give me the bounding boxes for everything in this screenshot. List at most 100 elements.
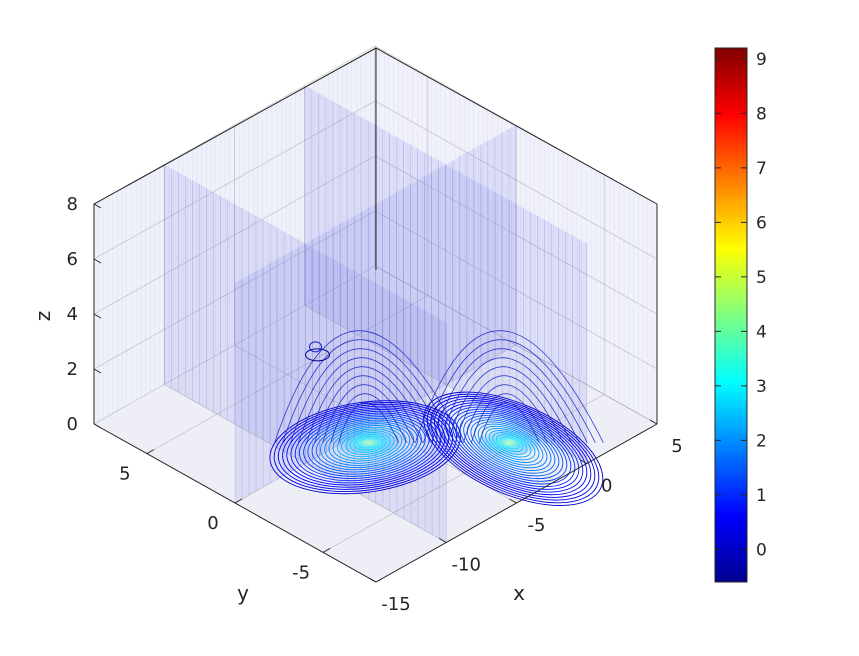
contour-line bbox=[441, 402, 584, 493]
z-tick bbox=[93, 203, 102, 209]
contour-arch bbox=[330, 393, 407, 443]
z-axis-label: z bbox=[31, 311, 55, 322]
z-tick-label: 8 bbox=[67, 194, 78, 215]
contour-arch bbox=[478, 402, 540, 443]
x-axis-label: x bbox=[513, 581, 525, 605]
y-tick bbox=[146, 449, 155, 455]
contour-line bbox=[434, 398, 592, 498]
wall-grid-z bbox=[374, 265, 658, 425]
contour-arch bbox=[322, 384, 415, 443]
contour-line bbox=[324, 423, 411, 466]
colorbar-tick-label: 7 bbox=[756, 159, 767, 179]
contour-line bbox=[282, 405, 450, 488]
contour-arch bbox=[298, 357, 439, 443]
z-tick bbox=[93, 313, 102, 319]
y-tick bbox=[234, 498, 243, 504]
contour-arch bbox=[446, 366, 572, 443]
y-tick-label: 5 bbox=[119, 464, 130, 485]
x-tick bbox=[579, 459, 587, 464]
floor-grid-y bbox=[322, 394, 605, 553]
contour-arch bbox=[306, 366, 431, 443]
x-tick-label: -15 bbox=[381, 594, 410, 615]
contour-line bbox=[459, 412, 564, 480]
colorbar-tick-label: 9 bbox=[756, 50, 767, 70]
axis-ticks: -15 -10 -5 0 5 -5 0 5 0 2 4 6 8 bbox=[67, 194, 683, 615]
colorbar-tick-label: 5 bbox=[756, 268, 767, 288]
x-tick bbox=[649, 419, 658, 425]
colorbar-tick-label: 0 bbox=[756, 540, 767, 560]
contour-line bbox=[463, 415, 560, 477]
y-tick bbox=[322, 547, 331, 553]
contour-peak bbox=[475, 428, 544, 457]
contour-arch bbox=[430, 348, 588, 443]
colorbar-tick-label: 3 bbox=[756, 377, 767, 397]
z-tick-label: 0 bbox=[67, 414, 78, 435]
wall-grid-z bbox=[374, 210, 658, 370]
floor bbox=[94, 270, 657, 582]
contour-arch bbox=[338, 402, 399, 443]
y-tick-label: 0 bbox=[207, 513, 218, 534]
colorbar-tick-label: 8 bbox=[756, 104, 767, 124]
z-tick-label: 2 bbox=[67, 359, 78, 380]
contour-line bbox=[294, 410, 438, 482]
contour-arch bbox=[470, 393, 548, 443]
contour-line bbox=[298, 412, 434, 479]
y-tick-label: -5 bbox=[292, 562, 310, 583]
x-tick bbox=[368, 577, 377, 583]
contour-line bbox=[445, 404, 580, 490]
contour-line bbox=[332, 426, 403, 462]
colorbar-tick-label: 4 bbox=[756, 322, 767, 342]
x-tick-label: -10 bbox=[452, 555, 481, 576]
contour-arch bbox=[274, 330, 463, 443]
contour-arch bbox=[282, 339, 455, 443]
contour-line bbox=[466, 417, 556, 474]
contour-arch bbox=[462, 384, 556, 443]
slice-plane-y bbox=[235, 125, 516, 503]
x-tick bbox=[509, 498, 517, 504]
colorbar-ticks: 0 1 2 3 4 5 6 7 8 9 bbox=[715, 50, 767, 560]
contour-line bbox=[474, 421, 548, 469]
contour-small bbox=[304, 348, 330, 362]
contour-line bbox=[426, 393, 600, 504]
contour-line bbox=[452, 408, 572, 485]
contour-arch bbox=[422, 339, 596, 443]
contour-line bbox=[277, 403, 454, 490]
grid-lines bbox=[93, 45, 658, 583]
wall-grid-z bbox=[93, 265, 376, 425]
y-axis-label: y bbox=[237, 581, 249, 605]
contour-arch bbox=[454, 375, 564, 443]
contour-line bbox=[328, 425, 407, 464]
wall-grid-z bbox=[93, 155, 376, 315]
slice-plane-x bbox=[304, 85, 587, 464]
contour-line bbox=[448, 406, 576, 488]
contour-line bbox=[320, 421, 415, 469]
x-tick-label: -5 bbox=[528, 515, 546, 536]
x-tick-label: 0 bbox=[601, 476, 612, 497]
contour-line bbox=[437, 400, 588, 496]
x-tick-label: 5 bbox=[671, 436, 682, 457]
contour-lines bbox=[269, 330, 604, 506]
colorbar-tick-label: 6 bbox=[756, 213, 767, 233]
z-tick-label: 6 bbox=[67, 249, 78, 270]
contour-small bbox=[308, 341, 322, 353]
contour-arch bbox=[438, 357, 580, 443]
contour-arch bbox=[314, 375, 423, 443]
x-tick bbox=[439, 538, 447, 543]
contour-peak bbox=[334, 428, 403, 457]
floor-grid-y bbox=[146, 295, 429, 454]
wall-grid-z bbox=[374, 100, 658, 260]
z-tick bbox=[93, 258, 102, 264]
wall-grid-z bbox=[93, 100, 376, 260]
z-tick bbox=[93, 368, 102, 374]
z-tick-label: 4 bbox=[67, 304, 78, 325]
slice-planes bbox=[163, 85, 588, 543]
contour-arch bbox=[290, 348, 447, 443]
back-wall-right bbox=[376, 48, 657, 424]
contour-line bbox=[423, 391, 604, 506]
wall-grid-z bbox=[374, 155, 658, 315]
colorbar bbox=[714, 47, 748, 583]
contour-line bbox=[470, 419, 552, 472]
colorbar-tick-label: 1 bbox=[756, 486, 767, 506]
wall-grid-z bbox=[93, 210, 376, 370]
